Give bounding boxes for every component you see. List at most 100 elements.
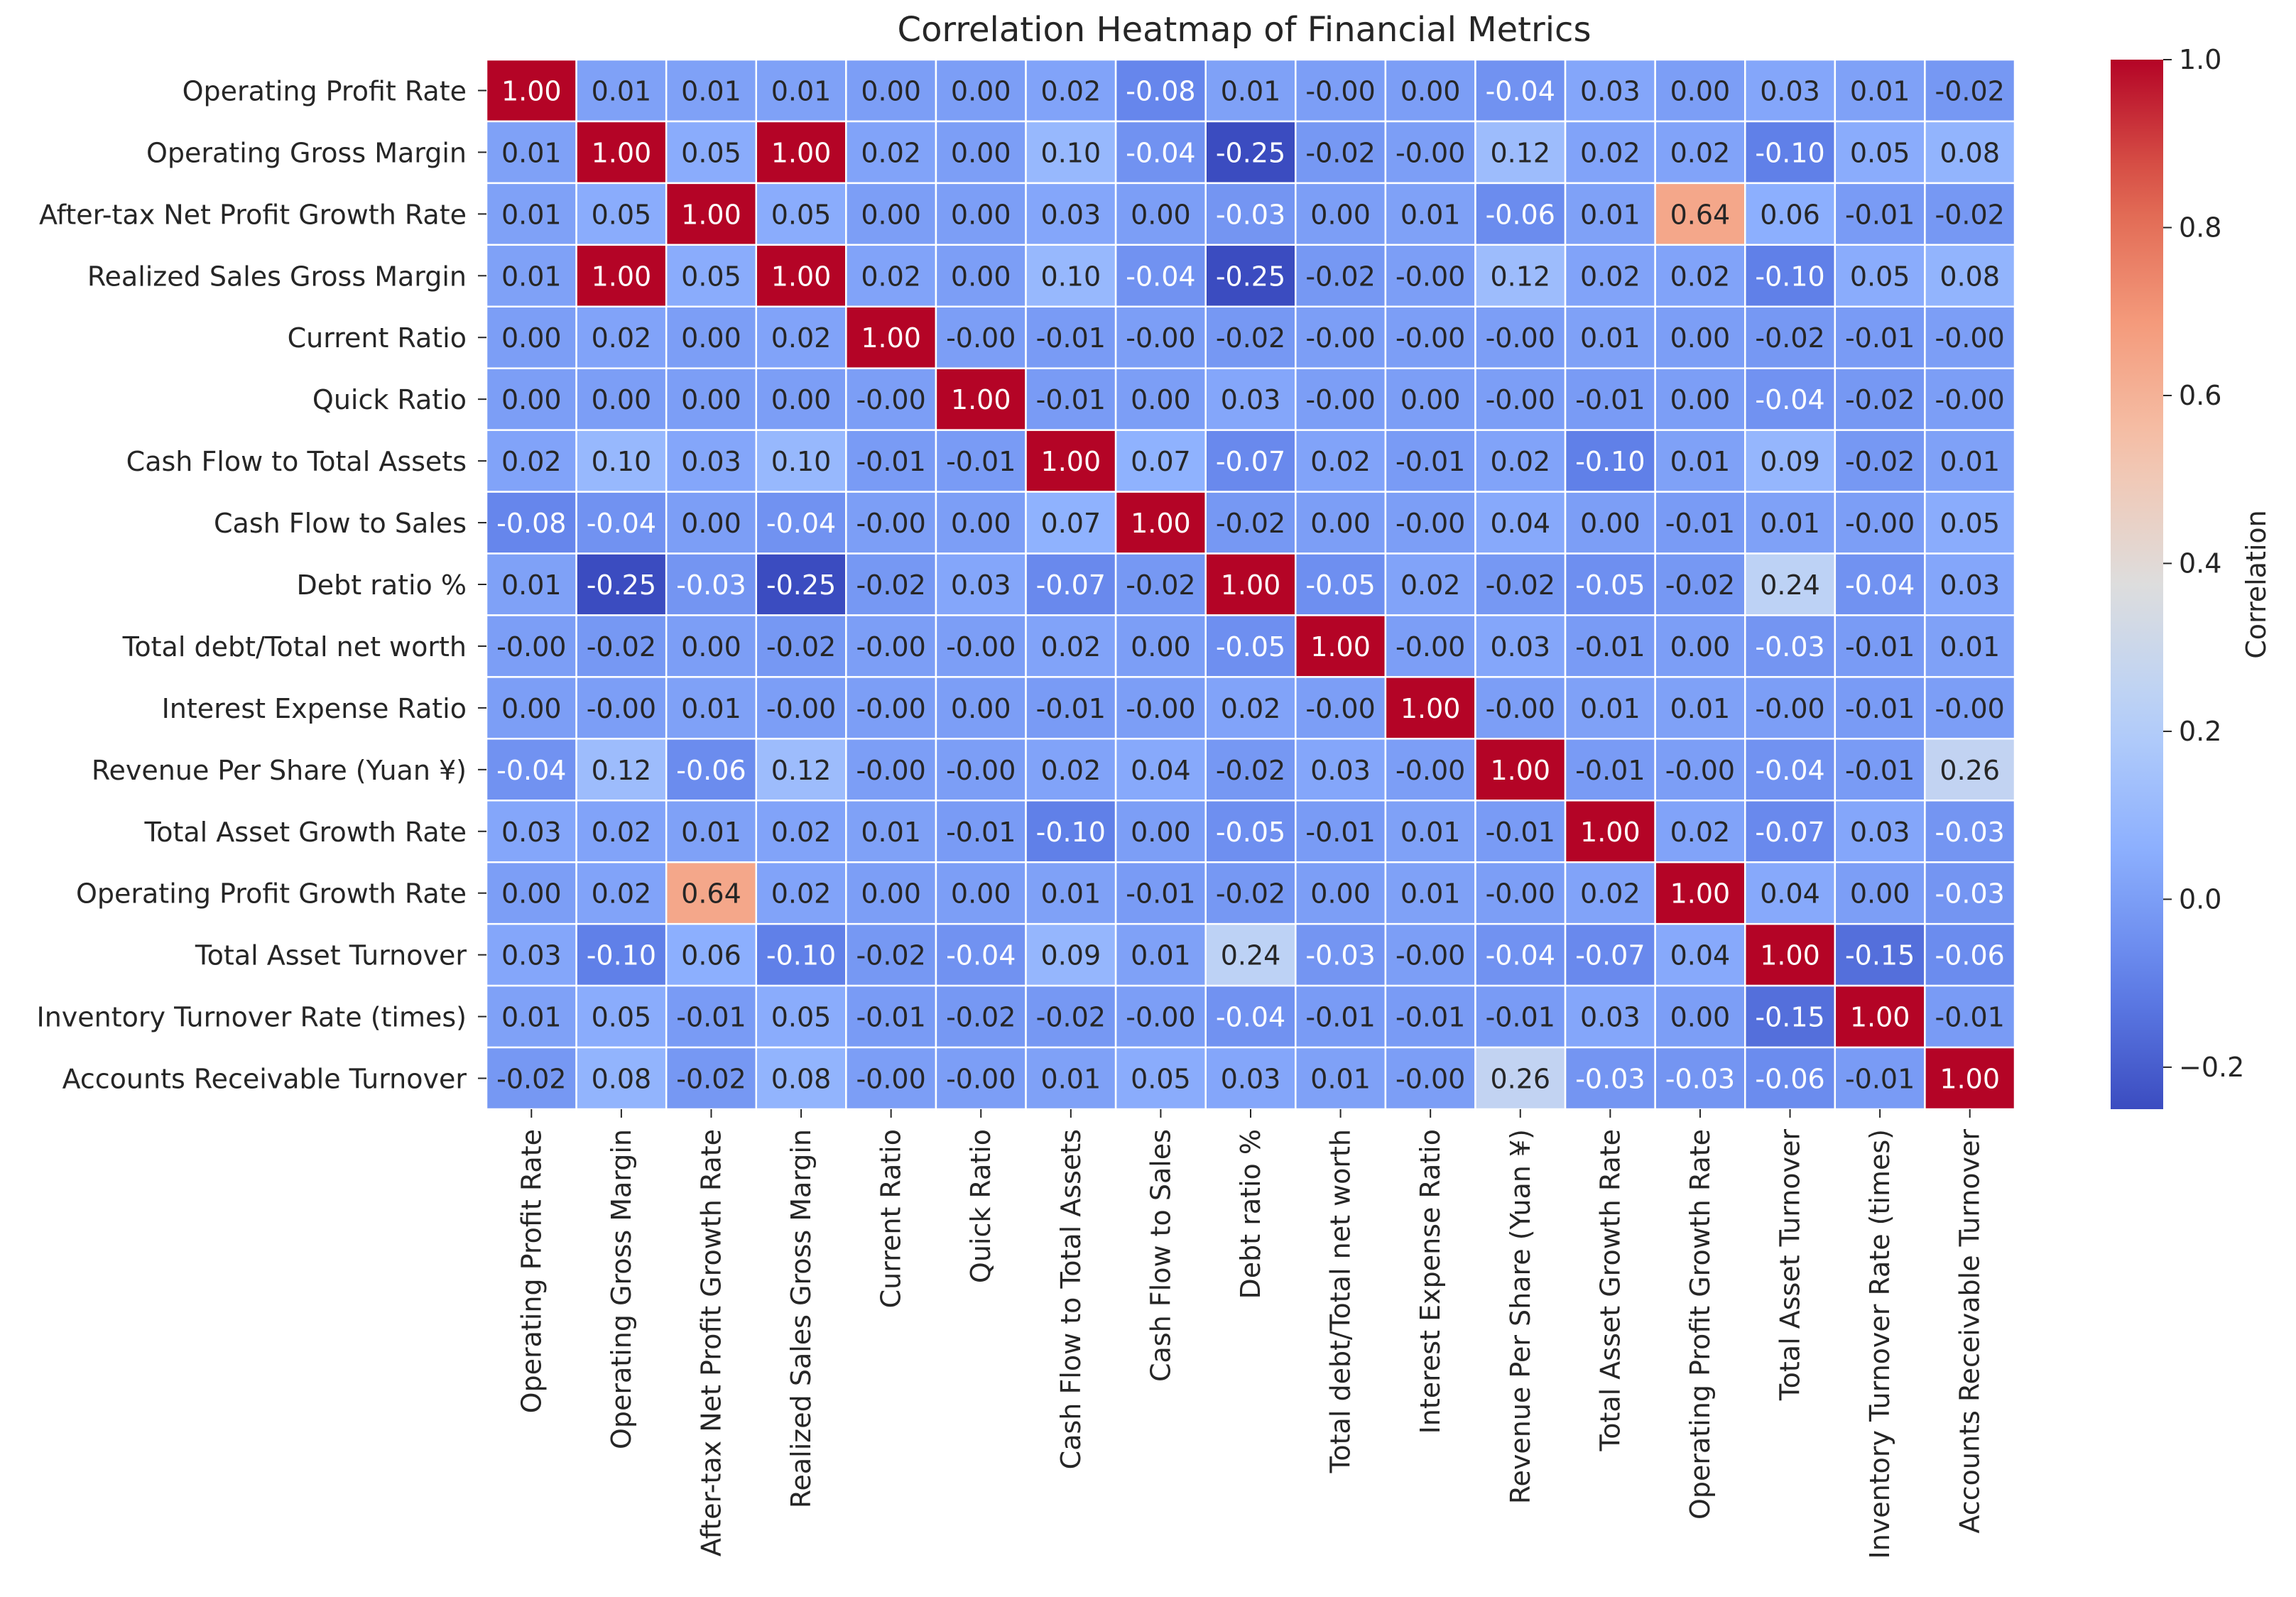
heatmap-cell bbox=[1114, 58, 1207, 123]
heatmap-cell bbox=[1654, 182, 1746, 246]
cell-value-label: 0.00 bbox=[1310, 878, 1371, 910]
cell-value-label: -0.01 bbox=[1575, 755, 1645, 786]
cell-value-label: -0.00 bbox=[1395, 631, 1465, 663]
x-tick-label: Accounts Receivable Turnover bbox=[1954, 1129, 1986, 1534]
cell-value-label: -0.04 bbox=[496, 755, 566, 786]
cell-value-label: -0.02 bbox=[587, 631, 656, 663]
cell-value-label: -0.00 bbox=[1395, 508, 1465, 539]
cell-value-label: 0.02 bbox=[1041, 75, 1101, 107]
heatmap-cell bbox=[1025, 738, 1117, 802]
cell-value-label: -0.04 bbox=[1126, 261, 1195, 292]
cell-value-label: 1.00 bbox=[501, 75, 562, 107]
heatmap-cell bbox=[1654, 861, 1746, 925]
heatmap-cell bbox=[575, 614, 668, 678]
heatmap-cell bbox=[1474, 120, 1567, 185]
heatmap-cell bbox=[1025, 552, 1117, 616]
cell-value-label: -0.02 bbox=[1216, 878, 1285, 910]
y-tick-label: Debt ratio % bbox=[296, 569, 467, 601]
cell-value-label: 0.00 bbox=[501, 322, 562, 354]
cell-value-label: 0.02 bbox=[861, 137, 921, 168]
y-tick-label: Cash Flow to Sales bbox=[214, 508, 467, 539]
heatmap-cell bbox=[1924, 429, 2016, 493]
cell-value-label: -0.04 bbox=[587, 508, 656, 539]
x-tick-label: Quick Ratio bbox=[965, 1129, 996, 1283]
cell-value-label: -0.01 bbox=[1575, 631, 1645, 663]
cell-value-label: 0.10 bbox=[1041, 261, 1101, 292]
heatmap-cell bbox=[575, 984, 668, 1049]
cell-value-label: -0.06 bbox=[1935, 940, 2005, 971]
heatmap-cell bbox=[1114, 429, 1207, 493]
cell-value-label: 0.02 bbox=[592, 878, 652, 910]
cell-value-label: 0.01 bbox=[501, 1002, 562, 1033]
cell-value-label: 0.00 bbox=[1131, 384, 1191, 415]
cell-value-label: -0.00 bbox=[1395, 940, 1465, 971]
cell-value-label: 0.00 bbox=[501, 384, 562, 415]
cell-value-label: 0.10 bbox=[592, 446, 652, 477]
heatmap-cell bbox=[1204, 552, 1297, 616]
cell-value-label: 0.03 bbox=[501, 817, 562, 848]
cell-value-label: -0.01 bbox=[1036, 322, 1106, 354]
heatmap-cell bbox=[1564, 1046, 1656, 1111]
cell-value-label: -0.08 bbox=[496, 508, 566, 539]
cell-value-label: -0.10 bbox=[1755, 137, 1824, 168]
cell-value-label: -0.01 bbox=[1845, 1064, 1915, 1095]
x-tick-label: Operating Profit Growth Rate bbox=[1685, 1129, 1716, 1520]
cell-value-label: -0.03 bbox=[1305, 940, 1375, 971]
cell-value-label: -0.04 bbox=[766, 508, 836, 539]
heatmap-cell bbox=[1114, 861, 1207, 925]
cell-value-label: 0.03 bbox=[1041, 199, 1101, 230]
cell-value-label: -0.01 bbox=[1036, 693, 1106, 724]
cell-value-label: -0.25 bbox=[1216, 137, 1285, 168]
cell-value-label: 0.01 bbox=[592, 75, 652, 107]
cell-value-label: 0.00 bbox=[771, 384, 832, 415]
cell-value-label: -0.04 bbox=[1216, 1002, 1285, 1033]
heatmap-cell bbox=[485, 429, 577, 493]
x-tick-label: Total Asset Growth Rate bbox=[1594, 1129, 1626, 1452]
heatmap-cell bbox=[1834, 244, 1926, 308]
cell-value-label: 0.00 bbox=[1131, 817, 1191, 848]
cell-value-label: 0.01 bbox=[1580, 693, 1641, 724]
heatmap-cell bbox=[1474, 552, 1567, 616]
cell-value-label: 0.03 bbox=[1490, 631, 1550, 663]
cell-value-label: -0.03 bbox=[1935, 817, 2005, 848]
cell-value-label: -0.00 bbox=[1395, 137, 1465, 168]
cell-value-label: 0.01 bbox=[1850, 75, 1910, 107]
heatmap-cell bbox=[575, 429, 668, 493]
cell-value-label: -0.03 bbox=[1935, 878, 2005, 910]
heatmap-cell bbox=[1295, 120, 1387, 185]
cell-value-label: -0.01 bbox=[1935, 1002, 2005, 1033]
y-tick-label: Total Asset Turnover bbox=[195, 940, 467, 971]
heatmap-cell bbox=[485, 491, 577, 555]
heatmap-cell bbox=[1474, 182, 1567, 246]
cell-value-label: -0.15 bbox=[1845, 940, 1915, 971]
cell-value-label: 0.02 bbox=[771, 322, 832, 354]
heatmap-cell bbox=[665, 182, 758, 246]
y-tick-label: Current Ratio bbox=[288, 322, 467, 354]
heatmap-cell bbox=[485, 984, 577, 1049]
cell-value-label: 1.00 bbox=[1580, 817, 1641, 848]
y-tick-label: Inventory Turnover Rate (times) bbox=[37, 1002, 467, 1033]
cell-value-label: 1.00 bbox=[1400, 693, 1461, 724]
heatmap-cell bbox=[935, 552, 1027, 616]
heatmap-cell bbox=[1654, 58, 1746, 123]
cell-value-label: -0.08 bbox=[1126, 75, 1195, 107]
colorbar-tick-label: −0.2 bbox=[2179, 1052, 2244, 1083]
cell-value-label: -0.07 bbox=[1216, 446, 1285, 477]
cell-value-label: 0.05 bbox=[681, 261, 741, 292]
cell-value-label: -0.00 bbox=[1126, 322, 1195, 354]
y-tick-label: Cash Flow to Total Assets bbox=[126, 446, 467, 477]
cell-value-label: 0.00 bbox=[1310, 199, 1371, 230]
cell-value-label: 1.00 bbox=[1490, 755, 1550, 786]
y-tick-label: Operating Gross Margin bbox=[146, 137, 467, 168]
heatmap-cell bbox=[1204, 676, 1297, 740]
heatmap-cell bbox=[665, 614, 758, 678]
cell-value-label: -0.15 bbox=[1755, 1002, 1824, 1033]
cell-value-label: 0.12 bbox=[1490, 261, 1550, 292]
cell-value-label: -0.02 bbox=[1755, 322, 1824, 354]
heatmap-cell bbox=[1295, 244, 1387, 308]
cell-value-label: 0.05 bbox=[771, 1002, 832, 1033]
y-tick-label: Revenue Per Share (Yuan ¥) bbox=[92, 755, 467, 786]
cell-value-label: 0.01 bbox=[501, 137, 562, 168]
heatmap-cell bbox=[1743, 244, 1837, 308]
